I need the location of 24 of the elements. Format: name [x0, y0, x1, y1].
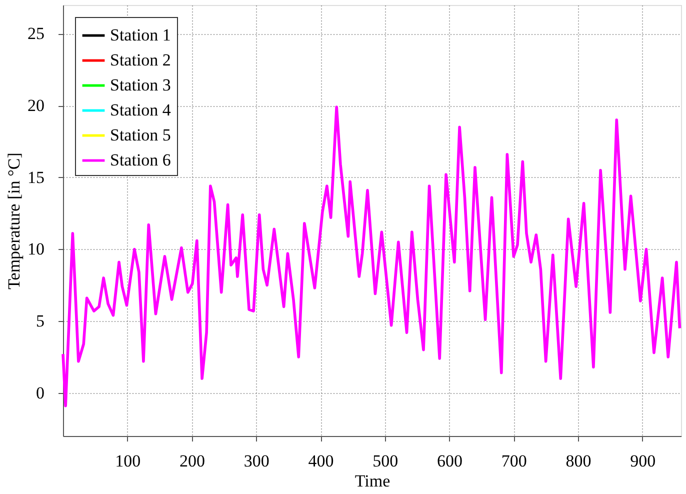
y-tick-label: 20 [28, 96, 44, 116]
x-axis-title: Time [354, 472, 390, 490]
line-series [62, 106, 682, 408]
x-tick-label: 500 [372, 452, 398, 470]
y-tick-label: 25 [28, 24, 44, 44]
y-tick-label: 0 [36, 383, 44, 402]
y-axis-title: Temperature [in °C] [4, 152, 24, 290]
x-tick-label: 600 [437, 452, 462, 470]
legend-label: Station 1 [110, 26, 171, 44]
x-tick-label: 200 [180, 452, 205, 470]
legend-label: Station 4 [110, 100, 172, 120]
y-tick-label: 15 [28, 168, 44, 187]
y-tick-label: 10 [28, 240, 44, 259]
y-tick-label: 5 [36, 312, 44, 331]
x-tick-label: 800 [566, 452, 592, 470]
legend-label: Station 3 [110, 76, 171, 94]
x-tick-label: 700 [501, 452, 527, 470]
legend-label: Station 2 [110, 50, 171, 70]
x-tick-label: 100 [115, 452, 141, 470]
x-tick-label: 300 [244, 452, 270, 470]
legend-label: Station 5 [110, 126, 171, 144]
legend-label: Station 6 [110, 150, 171, 170]
x-tick-label: 400 [308, 452, 334, 470]
x-tick-label: 900 [630, 452, 656, 470]
